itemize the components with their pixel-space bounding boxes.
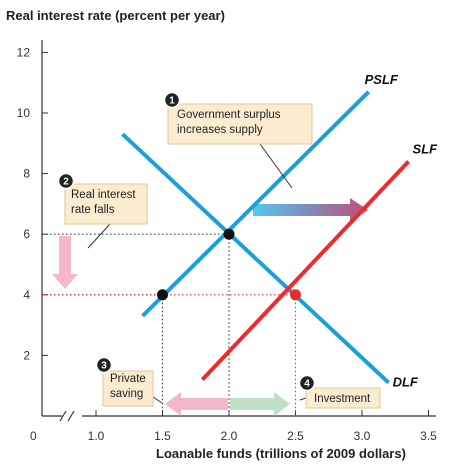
callouts: Government surplus increases supply 1 Real … bbox=[57, 91, 381, 409]
y-tick-label: 10 bbox=[17, 106, 31, 120]
step-badge-number: 3 bbox=[101, 361, 107, 372]
callout-text: Investment bbox=[314, 393, 371, 405]
callout-text: saving bbox=[110, 388, 143, 400]
callout-text: Government surplus bbox=[177, 109, 281, 121]
callout-text: Real interest bbox=[71, 189, 136, 201]
origin-label: 0 bbox=[30, 429, 37, 443]
step-badge bbox=[163, 91, 181, 109]
y-tick-label: 2 bbox=[23, 348, 30, 362]
callout-3: Private saving 3 bbox=[95, 356, 163, 407]
callout-1: Government surplus increases supply 1 bbox=[163, 91, 313, 189]
private-saving-arrow bbox=[165, 392, 228, 416]
step-badge bbox=[95, 356, 113, 374]
x-tick-label: 3.0 bbox=[354, 429, 371, 443]
y-tick-label: 8 bbox=[23, 167, 30, 181]
x-tick-label: 3.5 bbox=[420, 429, 437, 443]
x-tick-label: 2.5 bbox=[287, 429, 304, 443]
equilibrium-points bbox=[157, 228, 301, 301]
callout-text: increases supply bbox=[177, 124, 263, 136]
callout-4: Investment 4 bbox=[298, 374, 381, 409]
callout-box bbox=[167, 103, 313, 145]
curve-dlf bbox=[121, 132, 390, 385]
supply-shift-arrow bbox=[253, 198, 368, 222]
callout-leader bbox=[259, 143, 293, 189]
callout-box bbox=[305, 387, 381, 409]
step-badge bbox=[57, 172, 75, 190]
curve-pslf bbox=[141, 90, 371, 318]
callout-text: Private bbox=[110, 373, 146, 385]
x-axis-title: Loanable funds (trillions of 2009 dollar… bbox=[156, 446, 406, 461]
curve-slf bbox=[200, 160, 411, 382]
equilibrium-point bbox=[157, 289, 168, 301]
callout-2: Real interest rate falls 2 bbox=[57, 172, 148, 249]
rate-falls-arrow bbox=[52, 236, 78, 289]
curve-label-dlf: DLF bbox=[393, 375, 419, 390]
step-badge-number: 4 bbox=[304, 379, 310, 390]
callout-leader bbox=[87, 223, 111, 249]
guide-lines bbox=[42, 233, 297, 416]
callout-box bbox=[102, 370, 154, 407]
annotation-arrows bbox=[52, 198, 368, 416]
step-badge bbox=[298, 374, 316, 392]
y-tick-label: 12 bbox=[17, 45, 31, 59]
equilibrium-point bbox=[290, 289, 301, 301]
y-tick-label: 6 bbox=[23, 227, 30, 241]
y-axis-title: Real interest rate (percent per year) bbox=[6, 8, 225, 23]
curve-label-pslf: PSLF bbox=[365, 72, 399, 87]
x-tick-label: 1.0 bbox=[88, 429, 105, 443]
callout-box bbox=[64, 183, 148, 225]
curve-label-slf: SLF bbox=[413, 141, 439, 156]
callout-text: rate falls bbox=[71, 204, 115, 216]
curves: DLF PSLF SLF bbox=[121, 72, 439, 390]
equilibrium-point bbox=[223, 228, 235, 240]
investment-arrow bbox=[230, 392, 290, 416]
x-tick-label: 2.0 bbox=[221, 429, 238, 443]
step-badge-number: 1 bbox=[169, 96, 175, 107]
y-tick-label: 4 bbox=[23, 288, 30, 302]
axis-break-mark bbox=[59, 410, 75, 422]
x-tick-label: 1.5 bbox=[154, 429, 171, 443]
step-badge-number: 2 bbox=[63, 177, 69, 188]
callout-leader bbox=[299, 397, 307, 401]
